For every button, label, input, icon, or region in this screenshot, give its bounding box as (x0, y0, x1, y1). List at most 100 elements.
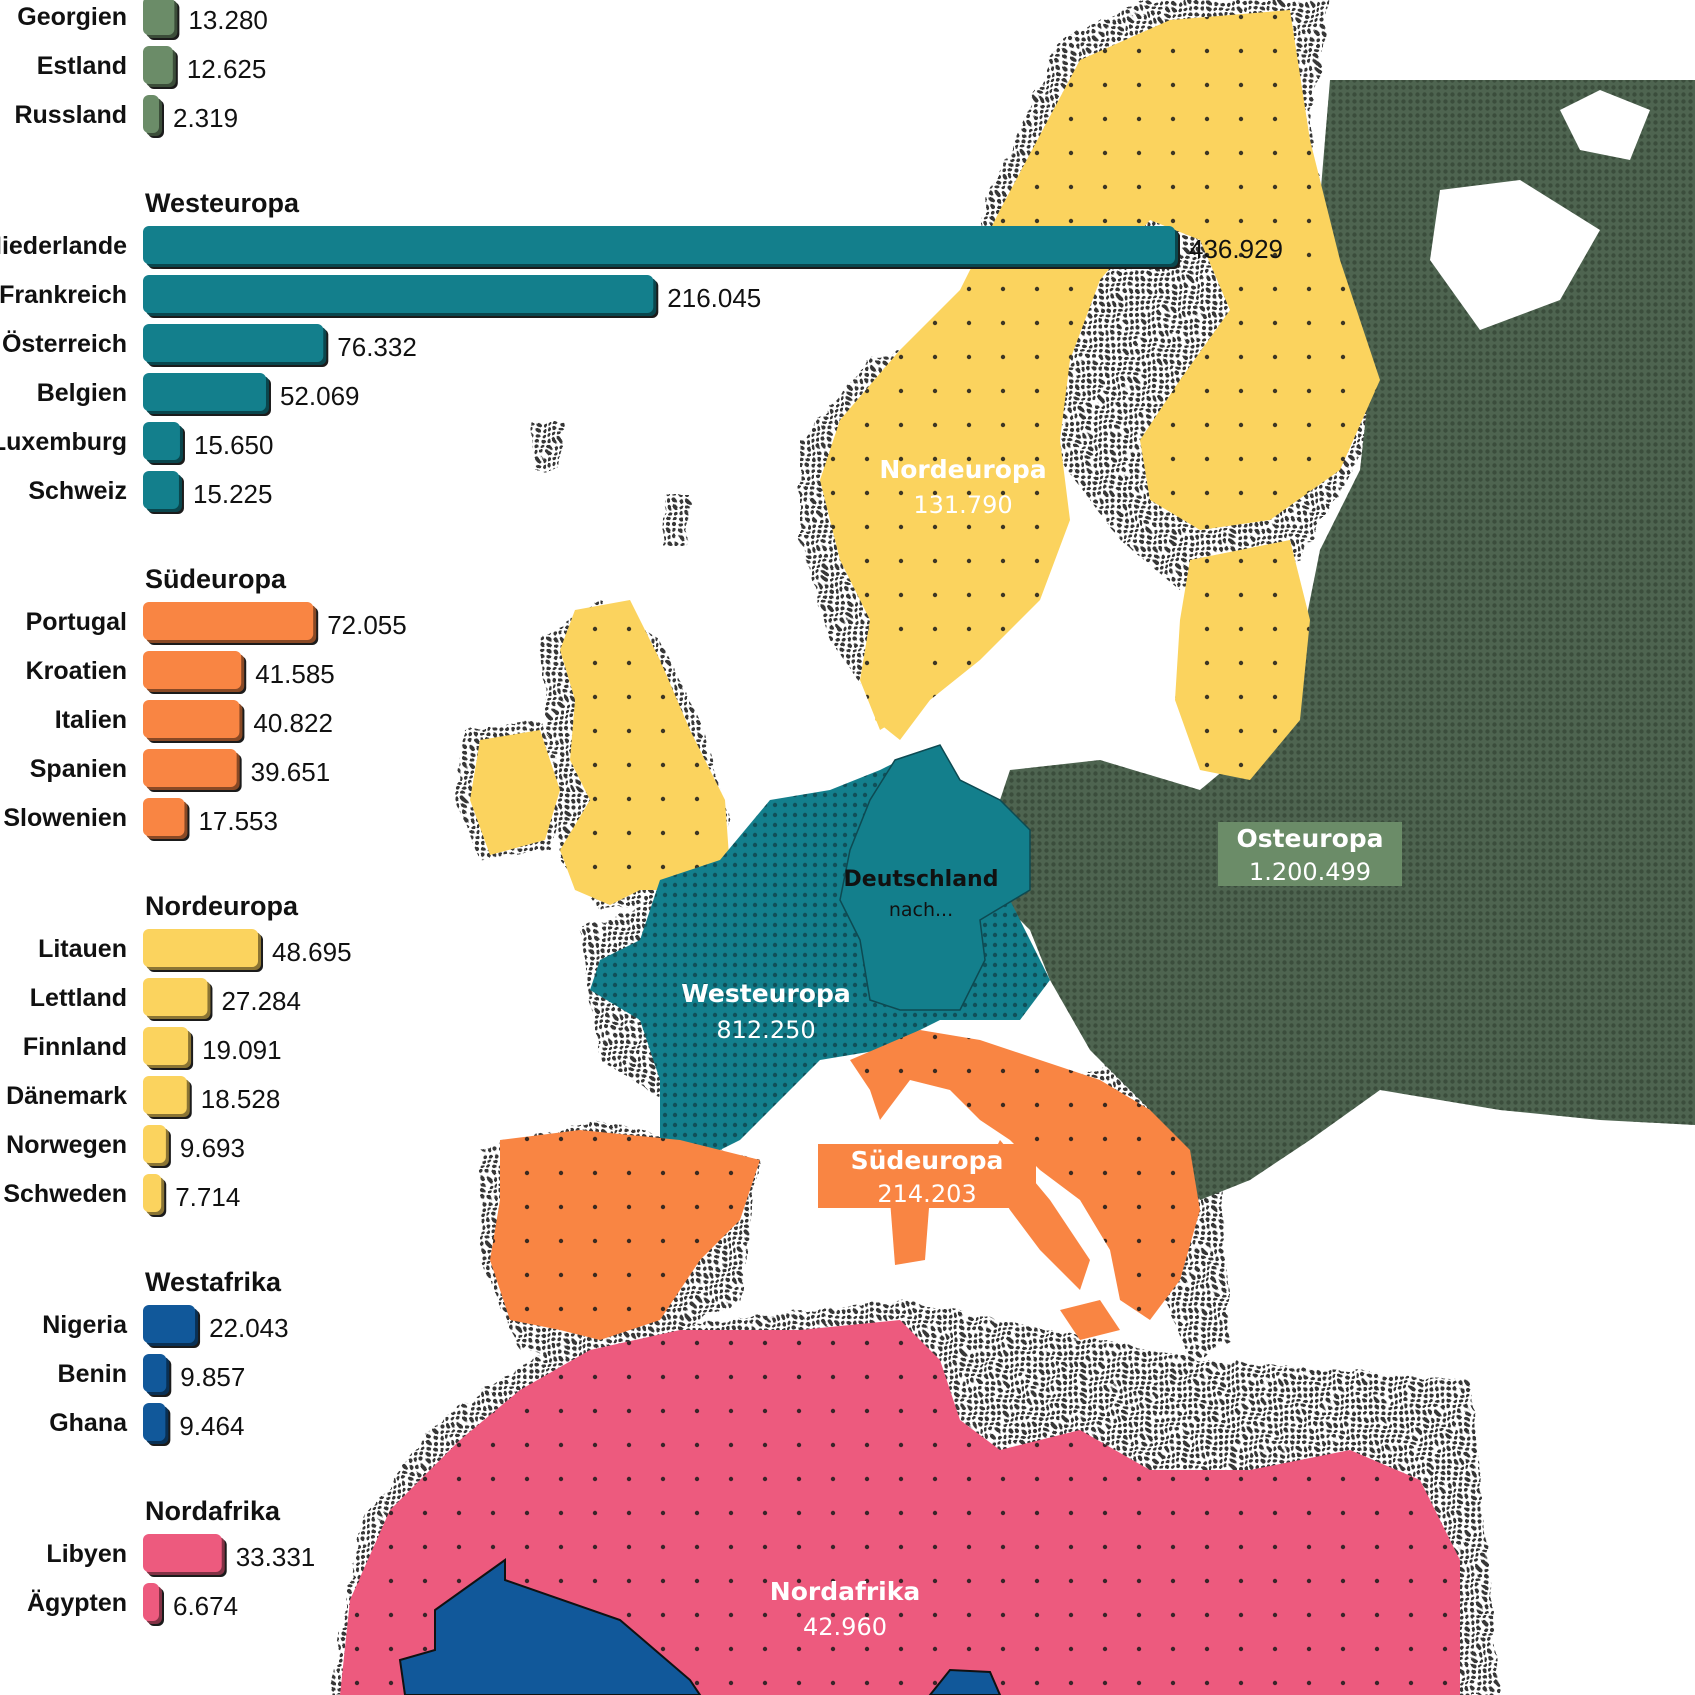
bar-value: 9.464 (179, 1411, 244, 1441)
bar (143, 471, 179, 509)
region-nordafrika (340, 1320, 1460, 1695)
bar (143, 373, 266, 411)
region-westafrika (398, 1558, 1002, 1695)
bar-value: 12.625 (187, 54, 267, 84)
bar (143, 226, 1175, 264)
bar-value: 72.055 (327, 610, 407, 640)
map-label-suedeuropa: Südeuropa (851, 1146, 1004, 1175)
bar-label: Finnland (23, 1033, 127, 1061)
region-osteuropa (980, 80, 1695, 1200)
bar-value: 15.650 (194, 430, 274, 460)
bar (143, 422, 180, 460)
bar (143, 651, 242, 689)
bar-label: Dänemark (6, 1082, 127, 1110)
bar-value: 17.553 (198, 806, 278, 836)
map-label-nordafrika: Nordafrika (770, 1577, 920, 1606)
bar-label: Georgien (17, 3, 127, 31)
bar (143, 798, 185, 836)
bar-label: Ägypten (27, 1589, 127, 1617)
bar (143, 602, 314, 640)
map-value-nordeuropa: 131.790 (913, 491, 1012, 519)
bar (143, 1174, 162, 1212)
bar (143, 929, 259, 967)
bar-label: Libyen (46, 1540, 127, 1568)
bar-value: 13.280 (188, 5, 268, 35)
bar (143, 324, 324, 362)
bar-value: 27.284 (221, 986, 301, 1016)
bar-value: 9.857 (180, 1362, 245, 1392)
bar-label: Estland (37, 52, 127, 80)
map-value-westeuropa: 812.250 (716, 1016, 815, 1044)
bar-label: Kroatien (26, 657, 127, 685)
map-value-suedeuropa: 214.203 (877, 1180, 976, 1208)
region-deutschland (839, 744, 1031, 1011)
map-labels: Nordeuropa 131.790 Osteuropa 1.200.499 D… (681, 455, 1402, 1641)
bar (143, 1305, 196, 1343)
bar-value: 216.045 (667, 283, 761, 313)
bar (143, 1583, 159, 1621)
bar-label: Österreich (2, 329, 127, 358)
bar (143, 1534, 222, 1572)
bar (143, 978, 208, 1016)
region-british-isles (470, 600, 730, 905)
bar (143, 749, 237, 787)
bar-label: Benin (58, 1360, 127, 1388)
bar-label: Niederlande (0, 232, 127, 260)
group-title: Nordeuropa (145, 891, 299, 921)
map-subtitle-deutschland: nach... (889, 899, 953, 921)
bar-value: 19.091 (202, 1035, 282, 1065)
map-value-nordafrika: 42.960 (803, 1613, 887, 1641)
bar-label: Russland (14, 101, 127, 129)
bar-label: Litauen (38, 935, 127, 963)
bar-label: Luxemburg (0, 428, 127, 456)
bar-value: 18.528 (201, 1084, 281, 1114)
bar-label: Schweiz (28, 477, 127, 505)
region-nordeuropa (820, 10, 1380, 780)
bar-value: 39.651 (251, 757, 331, 787)
group-title: Nordafrika (145, 1496, 281, 1526)
bar (143, 1125, 166, 1163)
bar (143, 275, 654, 313)
group-title: Südeuropa (145, 564, 287, 594)
bar-label: Frankreich (0, 281, 127, 309)
bar-value: 40.822 (253, 708, 333, 738)
bar-value: 15.225 (193, 479, 273, 509)
map-value-osteuropa: 1.200.499 (1249, 858, 1371, 886)
bar-value: 41.585 (255, 659, 335, 689)
bar-value: 6.674 (173, 1591, 238, 1621)
bar-value: 7.714 (175, 1182, 240, 1212)
bar (143, 1027, 189, 1065)
bar-label: Slowenien (3, 804, 127, 832)
map-box-suedeuropa (818, 1144, 1036, 1208)
group-title: Westeuropa (145, 188, 300, 218)
map-box-osteuropa (1218, 822, 1402, 886)
bar-value: 436.929 (1189, 234, 1283, 264)
bar-label: Belgien (37, 379, 127, 407)
map-label-westeuropa: Westeuropa (681, 979, 851, 1008)
bar-value: 48.695 (272, 937, 352, 967)
bar (143, 1403, 166, 1441)
bar-label: Spanien (30, 755, 127, 783)
bar-label: Portugal (26, 608, 127, 636)
map-label-nordeuropa: Nordeuropa (879, 455, 1046, 484)
bar (143, 95, 159, 133)
bar-value: 9.693 (180, 1133, 245, 1163)
bar-label: Italien (55, 706, 127, 734)
map-label-deutschland: Deutschland (844, 867, 999, 892)
bar (143, 1076, 187, 1114)
bar (143, 1354, 167, 1392)
bar-label: Lettland (30, 984, 127, 1012)
bar-label: Schweden (3, 1180, 127, 1208)
bar-value: 76.332 (337, 332, 417, 362)
bar (143, 700, 240, 738)
bar (143, 46, 173, 84)
bar-label: Ghana (49, 1409, 128, 1437)
bar-label: Nigeria (42, 1311, 128, 1339)
bar-value: 33.331 (236, 1542, 316, 1572)
bar-value: 52.069 (280, 381, 360, 411)
bar (143, 0, 175, 35)
bar-value: 22.043 (209, 1313, 289, 1343)
map-label-osteuropa: Osteuropa (1236, 824, 1383, 853)
